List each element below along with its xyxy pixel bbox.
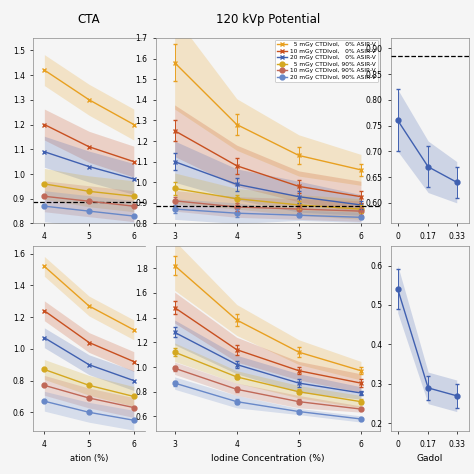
X-axis label: Iodine Concentration (%): Iodine Concentration (%) (211, 454, 325, 463)
Text: CTA: CTA (78, 13, 100, 26)
X-axis label: ation (%): ation (%) (70, 454, 108, 463)
X-axis label: Gadol: Gadol (417, 454, 443, 463)
Text: 120 kVp Potential: 120 kVp Potential (216, 13, 320, 26)
Legend:   5 mGy CTDIvol,   0% ASIR-V, 10 mGy CTDIvol,   0% ASIR-V, 20 mGy CTDIvol,   0% : 5 mGy CTDIvol, 0% ASIR-V, 10 mGy CTDIvol… (274, 40, 378, 82)
